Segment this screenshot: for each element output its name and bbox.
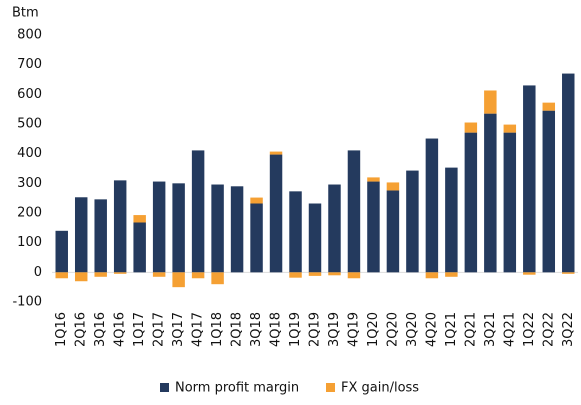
bar-segment <box>386 182 400 191</box>
bar-segment <box>523 85 536 273</box>
x-tick-label: 1Q18 <box>210 312 225 347</box>
bar-segment <box>406 170 419 273</box>
y-tick-label: 400 <box>17 146 42 161</box>
bar-segment <box>367 177 380 182</box>
bar-segment <box>328 272 341 276</box>
bar-segment <box>55 272 68 279</box>
legend-label: Norm profit margin <box>175 381 299 396</box>
bar-segment <box>55 230 68 273</box>
y-tick-label: 0 <box>34 265 42 280</box>
bar-segment <box>133 215 146 223</box>
bar-segment <box>484 90 497 114</box>
legend-label: FX gain/loss <box>341 381 419 396</box>
bar-segment <box>172 272 185 288</box>
x-tick-label: 3Q20 <box>405 312 420 347</box>
x-tick-label: 2Q16 <box>74 312 89 347</box>
x-tick-label: 3Q19 <box>327 312 342 347</box>
bar-segment <box>113 180 127 273</box>
bar-segment <box>74 197 88 273</box>
bar-segment <box>94 199 107 273</box>
y-tick-label: 200 <box>17 206 42 221</box>
bar-segment <box>211 184 224 273</box>
bar-segment <box>250 203 263 273</box>
x-tick-label: 2Q17 <box>152 312 167 347</box>
bar-segment <box>308 272 322 276</box>
bar-segment <box>113 272 127 274</box>
bar-segment <box>562 272 575 274</box>
x-tick-label: 2Q21 <box>463 312 478 347</box>
bar-segment <box>152 181 166 273</box>
bar-segment <box>484 113 497 273</box>
bar-segment <box>347 150 361 273</box>
x-tick-label: 1Q21 <box>444 312 459 347</box>
bar-segment <box>308 203 322 273</box>
bar-segment <box>386 190 400 273</box>
x-tick-label: 4Q20 <box>424 312 439 347</box>
bar-segment <box>94 272 107 277</box>
bar-segment <box>152 272 166 277</box>
x-tick-label: 4Q16 <box>113 312 128 347</box>
y-tick-label: 600 <box>17 87 42 102</box>
x-tick-label: 1Q22 <box>522 312 537 347</box>
bar-segment <box>503 132 517 273</box>
x-tick-label: 4Q18 <box>269 312 284 347</box>
x-tick-label: 3Q16 <box>93 312 108 347</box>
bar-segment <box>367 181 380 273</box>
bar-segment <box>133 222 146 273</box>
bar-segment <box>503 124 517 133</box>
y-tick-label: 100 <box>17 235 42 250</box>
bar-segment <box>542 110 556 273</box>
x-tick-label: 3Q22 <box>561 312 576 347</box>
y-tick-label: 300 <box>17 176 42 191</box>
y-axis-label: Btm <box>12 6 39 21</box>
bar-segment <box>464 122 478 133</box>
bar-segment <box>269 151 283 155</box>
y-tick-label: 500 <box>17 117 42 132</box>
x-tick-label: 3Q18 <box>249 312 264 347</box>
x-tick-label: 4Q19 <box>346 312 361 347</box>
bar-segment <box>230 186 244 273</box>
x-tick-label: 2Q20 <box>385 312 400 347</box>
bar-segment <box>269 154 283 273</box>
bar-segment <box>289 272 302 278</box>
bar-segment <box>191 272 205 279</box>
x-tick-label: 2Q19 <box>308 312 323 347</box>
x-tick-label: 2Q18 <box>230 312 245 347</box>
bar-segment <box>172 183 185 273</box>
bar-segment <box>425 138 439 273</box>
y-tick-label: 800 <box>17 28 42 43</box>
legend-swatch <box>326 383 335 392</box>
bar-segment <box>250 197 263 204</box>
y-tick-label: -100 <box>12 295 42 310</box>
bar-segment <box>289 191 302 273</box>
bar-segment <box>74 272 88 282</box>
bar-segment <box>328 184 341 273</box>
x-tick-label: 3Q17 <box>171 312 186 347</box>
legend-swatch <box>160 383 169 392</box>
bar-segment <box>425 272 439 279</box>
x-tick-label: 2Q22 <box>541 312 556 347</box>
x-tick-label: 1Q16 <box>54 312 69 347</box>
x-tick-label: 4Q21 <box>502 312 517 347</box>
bar-segment <box>464 132 478 273</box>
bar-segment <box>445 272 458 277</box>
bar-segment <box>542 102 556 111</box>
x-tick-label: 1Q17 <box>132 312 147 347</box>
bar-segment <box>347 272 361 279</box>
x-tick-label: 3Q21 <box>483 312 498 347</box>
bar-segment <box>562 73 575 273</box>
x-tick-label: 1Q20 <box>366 312 381 347</box>
y-tick-label: 700 <box>17 57 42 72</box>
bar-segment <box>445 167 458 273</box>
bar-segment <box>191 150 205 273</box>
x-tick-label: 4Q17 <box>191 312 206 347</box>
bar-segment <box>523 272 536 275</box>
bar-segment <box>211 272 224 285</box>
x-tick-label: 1Q19 <box>288 312 303 347</box>
